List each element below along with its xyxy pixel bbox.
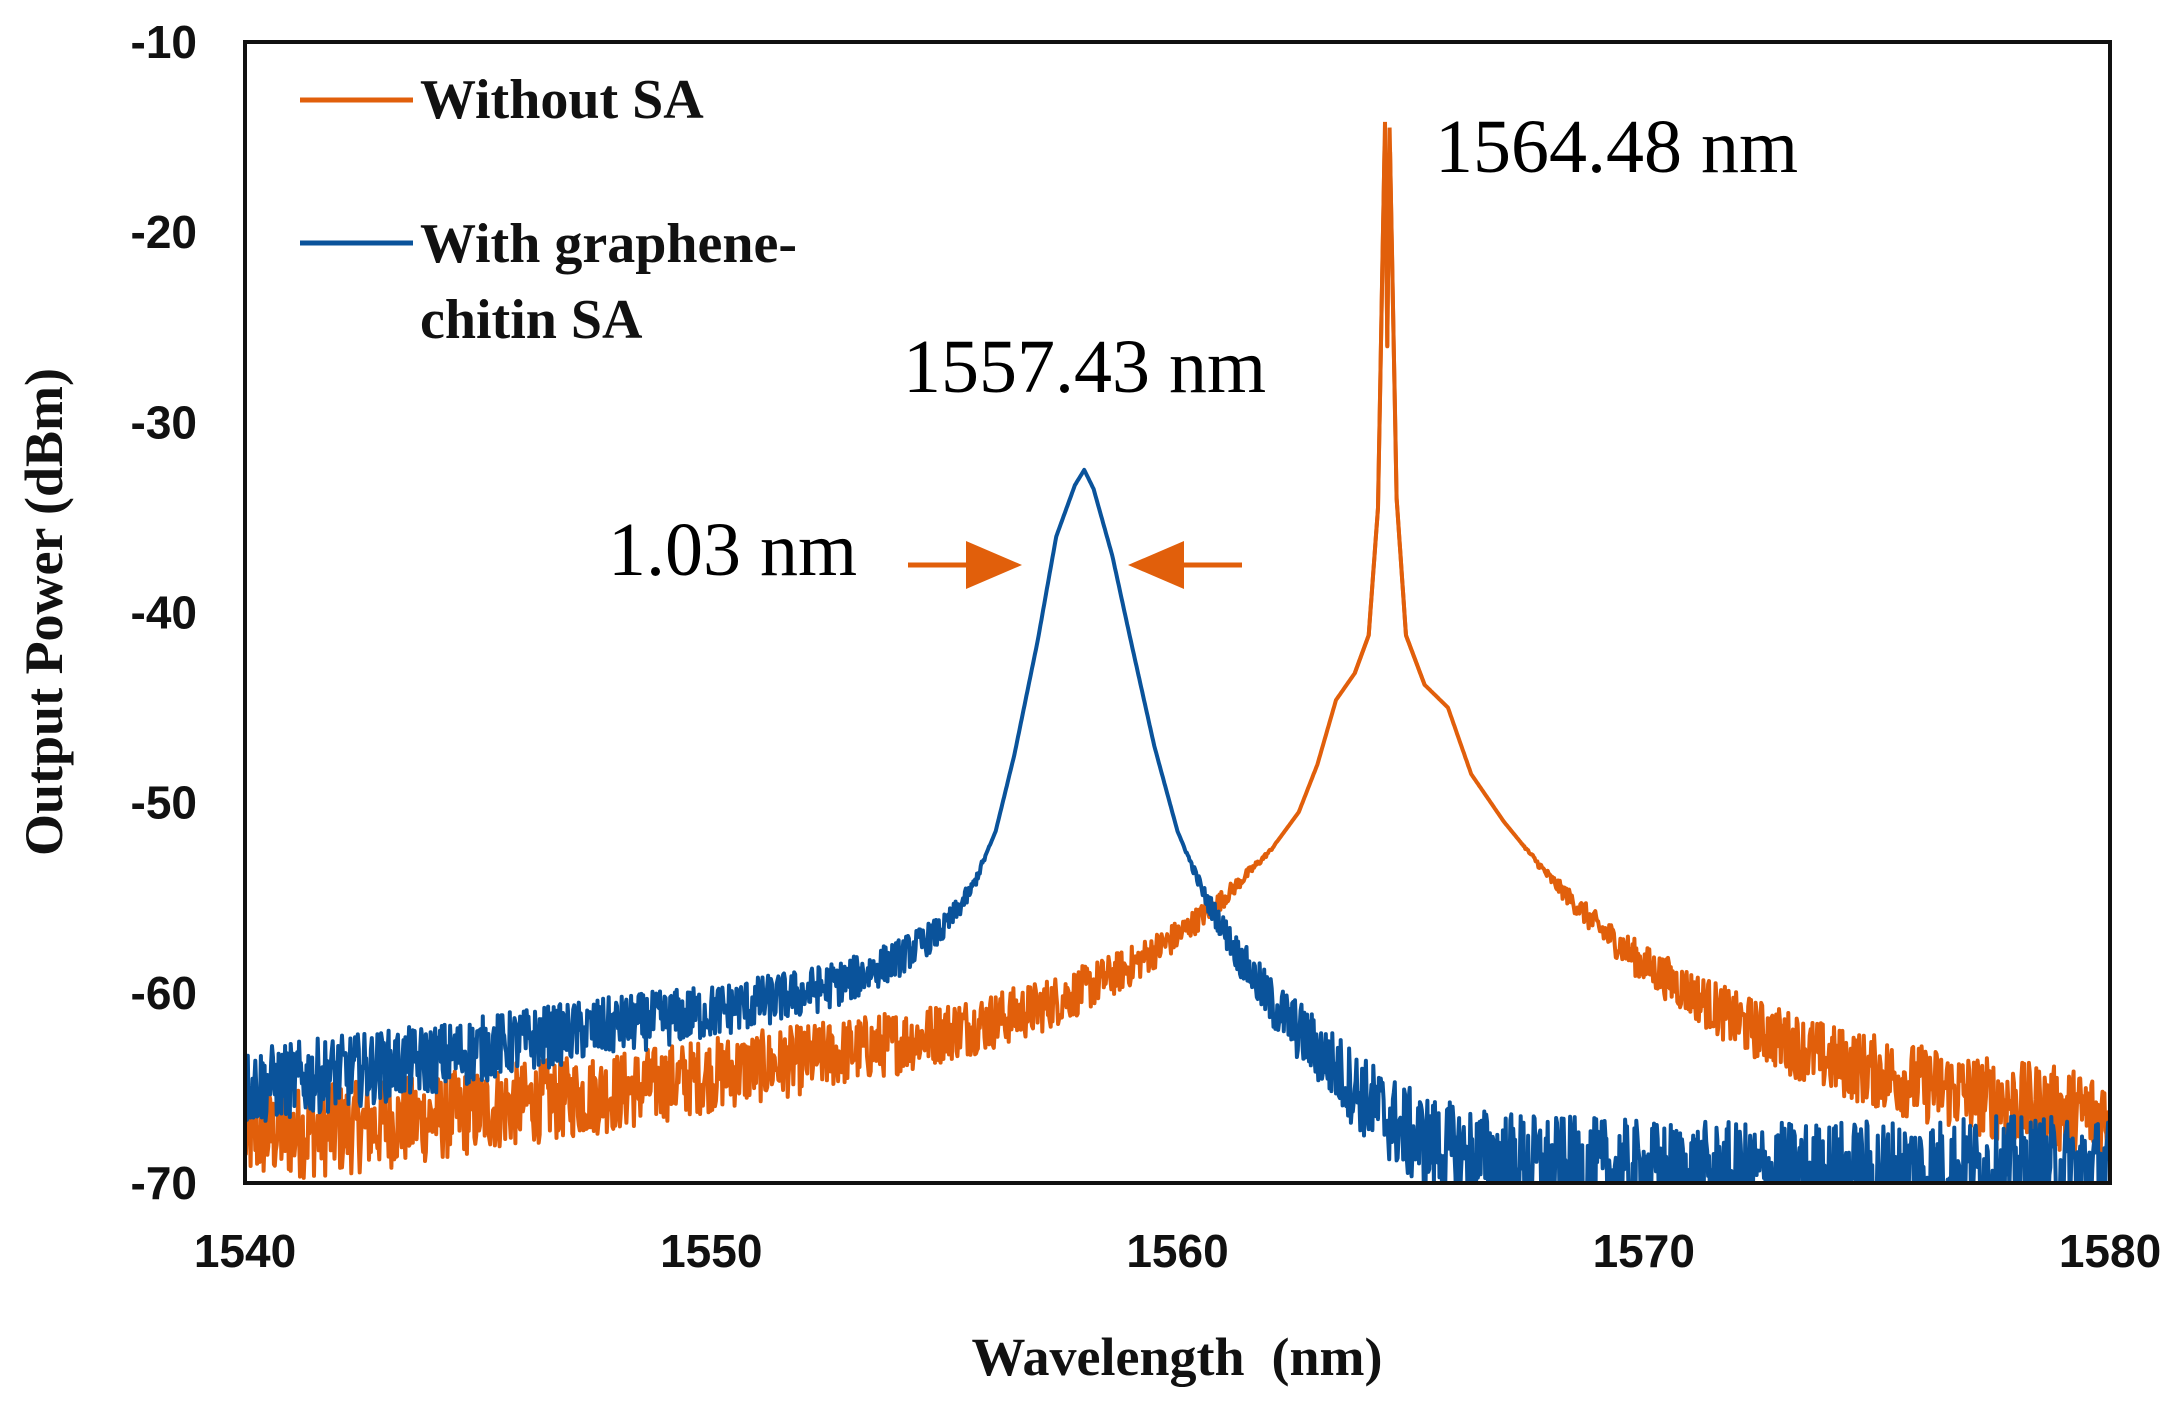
y-axis-ticks: -10 -20 -30 -40 -50 -60 -70 — [131, 16, 197, 1209]
annotation-peak-with-sa: 1557.43 nm — [903, 325, 1266, 409]
series-line-with-graphene-chitin-sa — [245, 467, 2110, 1183]
y-tick-label: -30 — [131, 396, 197, 448]
series-line-without-sa — [245, 145, 2110, 1180]
y-tick-label: -60 — [131, 967, 197, 1019]
x-tick-label: 1570 — [1593, 1225, 1695, 1277]
y-tick-label: -40 — [131, 587, 197, 639]
series-peak-without-sa — [1352, 121, 1427, 686]
x-axis-label: Wavelength (nm) — [972, 1327, 1383, 1387]
x-tick-label: 1580 — [2059, 1225, 2161, 1277]
annotation-peak-without-sa: 1564.48 nm — [1435, 105, 1798, 189]
fwhm-arrows — [908, 541, 1242, 589]
y-tick-label: -70 — [131, 1157, 197, 1209]
y-tick-label: -50 — [131, 777, 197, 829]
y-tick-label: -10 — [131, 16, 197, 68]
fwhm-arrow-right-head — [1128, 541, 1184, 589]
y-tick-label: -20 — [131, 206, 197, 258]
fwhm-arrow-left-head — [966, 541, 1022, 589]
legend-label-with-graphene-chitin-sa-line1: With graphene- — [420, 213, 797, 275]
legend: Without SA With graphene- chitin SA — [300, 69, 797, 351]
plot-series — [245, 121, 2110, 1183]
x-tick-label: 1540 — [194, 1225, 296, 1277]
x-axis-ticks: 1540 1550 1560 1570 1580 — [194, 1225, 2161, 1277]
annotation-fwhm: 1.03 nm — [608, 508, 857, 592]
y-axis-label: Output Power (dBm) — [14, 368, 74, 856]
legend-label-without-sa: Without SA — [420, 69, 704, 131]
x-tick-label: 1560 — [1126, 1225, 1228, 1277]
plot-frame — [243, 40, 2112, 1185]
x-tick-label: 1550 — [660, 1225, 762, 1277]
legend-label-with-graphene-chitin-sa-line2: chitin SA — [420, 289, 643, 351]
